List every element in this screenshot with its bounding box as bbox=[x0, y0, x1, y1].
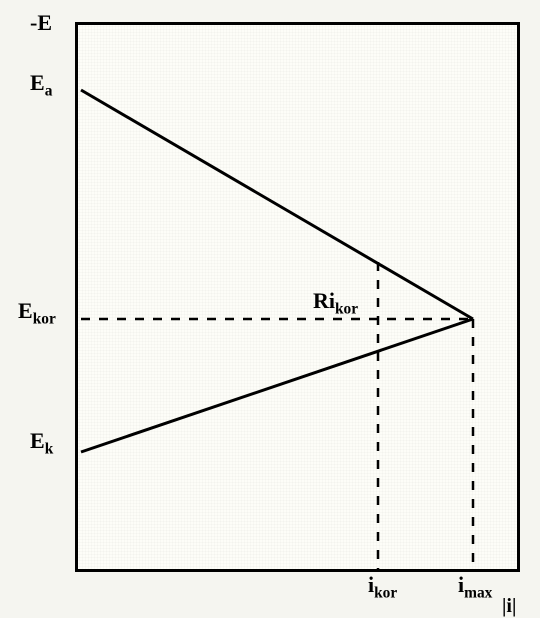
y-axis-top-label: -E bbox=[30, 10, 52, 36]
inner-label-rikor-sub: kor bbox=[335, 300, 358, 317]
plot-area: Rikor bbox=[75, 22, 520, 572]
y-label-ekor-main: E bbox=[18, 298, 33, 323]
y-label-ea-sub: a bbox=[45, 82, 53, 99]
x-label-imax-sub: max bbox=[464, 584, 492, 601]
y-label-ea: Ea bbox=[30, 70, 52, 100]
anodic-line bbox=[81, 90, 473, 319]
x-label-ikor: ikor bbox=[368, 572, 397, 602]
x-axis-end-label: |i| bbox=[502, 595, 516, 618]
inner-label-rikor-main: Ri bbox=[313, 288, 335, 313]
y-label-ekor-sub: kor bbox=[33, 310, 56, 327]
x-label-ikor-sub: kor bbox=[374, 584, 397, 601]
y-label-ek-sub: k bbox=[45, 440, 54, 457]
inner-label-rikor: Rikor bbox=[313, 288, 358, 318]
y-label-ekor: Ekor bbox=[18, 298, 56, 328]
cathodic-line bbox=[81, 319, 473, 452]
y-label-ea-main: E bbox=[30, 70, 45, 95]
diagram-lines bbox=[78, 25, 523, 575]
y-label-ek-main: E bbox=[30, 428, 45, 453]
y-label-ek: Ek bbox=[30, 428, 53, 458]
x-label-imax: imax bbox=[458, 572, 492, 602]
chart-container: Rikor bbox=[75, 22, 520, 572]
